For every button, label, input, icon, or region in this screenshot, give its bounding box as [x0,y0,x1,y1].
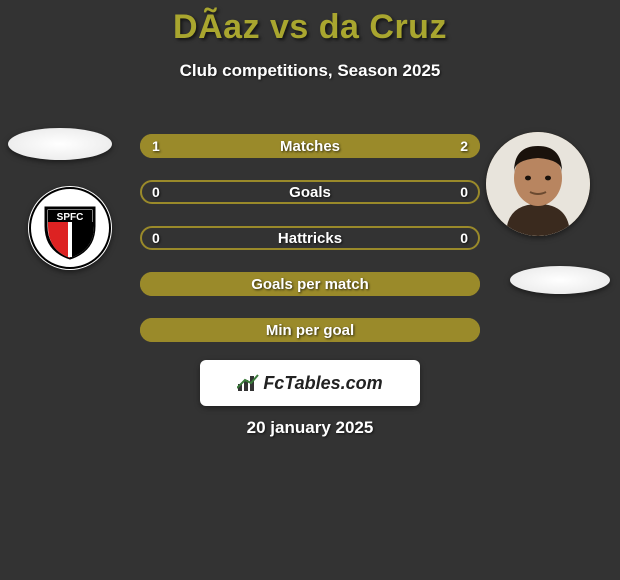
player-left-avatar-oval [8,128,112,160]
stat-label: Matches [140,138,480,155]
stat-row-min-per-goal: Min per goal [140,318,480,342]
player-right-avatar [486,132,590,236]
player-right-club-oval [510,266,610,294]
spfc-shield-icon: SPFC [28,186,112,270]
svg-text:SPFC: SPFC [57,212,84,223]
player-face-icon [486,132,590,236]
stat-rows: 1 Matches 2 0 Goals 0 0 Hattricks 0 Goal… [140,134,480,364]
stat-label: Min per goal [140,322,480,339]
comparison-card: DÃ­az vs da Cruz Club competitions, Seas… [0,8,620,580]
stat-value-right: 0 [460,230,468,246]
comparison-title: DÃ­az vs da Cruz [0,8,620,47]
stat-value-right: 0 [460,184,468,200]
bar-chart-icon [237,374,259,392]
stat-row-matches: 1 Matches 2 [140,134,480,158]
player-left-club-badge: SPFC [28,186,112,270]
stat-value-right: 2 [460,138,468,154]
fctables-logo-text: FcTables.com [263,373,382,394]
stat-row-goals-per-match: Goals per match [140,272,480,296]
comparison-subtitle: Club competitions, Season 2025 [0,61,620,81]
stat-label: Goals [140,184,480,201]
stat-row-goals: 0 Goals 0 [140,180,480,204]
fctables-logo-link[interactable]: FcTables.com [200,360,420,406]
comparison-date: 20 january 2025 [0,418,620,438]
stat-label: Hattricks [140,230,480,247]
stat-row-hattricks: 0 Hattricks 0 [140,226,480,250]
stat-label: Goals per match [140,276,480,293]
